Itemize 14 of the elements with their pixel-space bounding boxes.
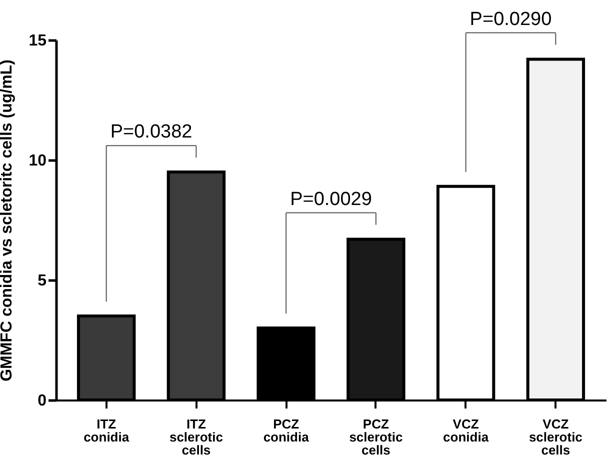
y-tick-label: 10 xyxy=(28,152,47,170)
y-tick-label: 0 xyxy=(38,392,47,410)
y-tick-label: 15 xyxy=(28,32,47,50)
y-axis-title: GMMFC conidia vs scletoritc cells (ug/mL) xyxy=(0,60,16,382)
x-tick-label: VCZ conidia xyxy=(443,416,490,444)
x-tick-label: VCZ sclerotic cells xyxy=(528,416,582,458)
y-tick-label: 5 xyxy=(38,272,47,290)
text: P=0.0290 xyxy=(470,8,552,30)
annotation: P=0.0029 xyxy=(290,188,372,210)
annotation: P=0.0382 xyxy=(110,122,192,143)
x-tick-label: PCZ sclerotic cells xyxy=(349,416,403,458)
x-tick-label: ITZ sclerotic cells xyxy=(169,416,223,458)
x-tick-label: ITZ conidia xyxy=(84,416,130,444)
x-tick-label: PCZ conidia xyxy=(263,416,310,444)
